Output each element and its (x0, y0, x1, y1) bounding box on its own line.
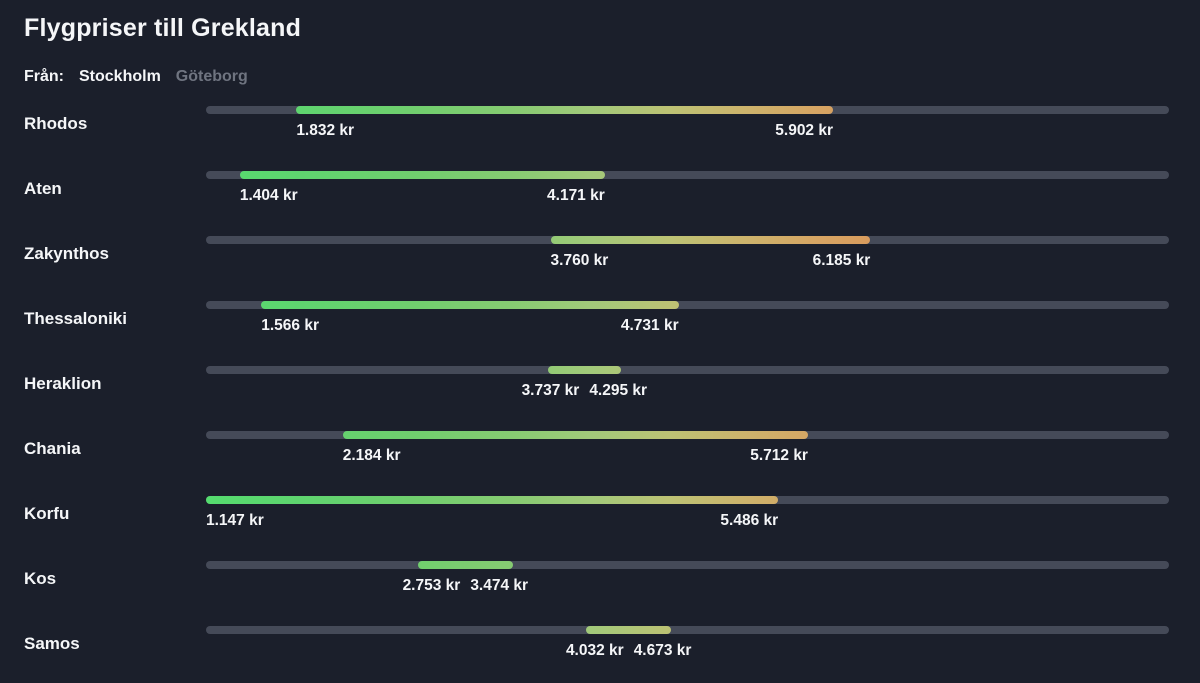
min-price-label: 1.404 kr (239, 187, 298, 204)
page-title: Flygpriser till Grekland (24, 14, 302, 42)
max-price-label: 4.673 kr (633, 642, 692, 659)
destination-label: Korfu (24, 504, 70, 523)
price-row: Heraklion 3.737 kr 4.295 kr (0, 358, 1200, 423)
price-range-bar[interactable] (239, 171, 605, 179)
price-range-bar[interactable] (296, 106, 833, 114)
price-row: Zakynthos 3.760 kr 6.185 kr (0, 228, 1200, 293)
track-area: 1.832 kr 5.902 kr (206, 98, 1169, 163)
price-range-bar[interactable] (261, 301, 679, 309)
price-range-bar[interactable] (206, 496, 779, 504)
chart-rows: Rhodos 1.832 kr 5.902 kr Aten 1.404 kr 4… (0, 98, 1200, 683)
price-range-track (206, 561, 1169, 569)
price-range-bar[interactable] (586, 626, 671, 634)
from-selector: Från: Stockholm Göteborg (24, 66, 1176, 87)
price-range-bar[interactable] (550, 236, 871, 244)
destination-label: Chania (24, 439, 81, 458)
max-price-label: 3.474 kr (470, 577, 529, 594)
min-price-label: 4.032 kr (565, 642, 624, 659)
track-area: 2.184 kr 5.712 kr (206, 423, 1169, 488)
from-tab-goteborg[interactable]: Göteborg (175, 68, 248, 85)
from-tab-stockholm[interactable]: Stockholm (79, 68, 161, 85)
price-range-track (206, 301, 1169, 309)
price-row: Chania 2.184 kr 5.712 kr (0, 423, 1200, 488)
destination-label: Thessaloniki (24, 309, 127, 328)
price-range-bar[interactable] (342, 431, 808, 439)
destination-label: Aten (24, 179, 62, 198)
widget-header: Flygpriser till Grekland Från: Stockholm… (0, 0, 1200, 87)
track-area: 1.566 kr 4.731 kr (206, 293, 1169, 358)
max-price-label: 5.486 kr (720, 512, 779, 529)
price-row: Korfu 1.147 kr 5.486 kr (0, 488, 1200, 553)
max-price-label: 5.902 kr (775, 122, 834, 139)
price-row: Samos 4.032 kr 4.673 kr (0, 618, 1200, 683)
destination-label: Samos (24, 634, 80, 653)
price-range-bar[interactable] (417, 561, 513, 569)
destination-label: Rhodos (24, 114, 88, 133)
price-range-track (206, 366, 1169, 374)
destination-label: Zakynthos (24, 244, 110, 263)
max-price-label: 4.295 kr (589, 382, 648, 399)
min-price-label: 3.760 kr (550, 252, 609, 269)
price-row: Thessaloniki 1.566 kr 4.731 kr (0, 293, 1200, 358)
from-label: Från: (24, 68, 64, 85)
min-price-label: 2.184 kr (342, 447, 401, 464)
price-range-track (206, 171, 1169, 179)
max-price-label: 6.185 kr (812, 252, 871, 269)
min-price-label: 1.832 kr (296, 122, 355, 139)
price-range-track (206, 626, 1169, 634)
track-area: 1.404 kr 4.171 kr (206, 163, 1169, 228)
destination-label: Heraklion (24, 374, 102, 393)
price-row: Kos 2.753 kr 3.474 kr (0, 553, 1200, 618)
min-price-label: 1.147 kr (206, 512, 264, 529)
track-area: 3.760 kr 6.185 kr (206, 228, 1169, 293)
price-row: Rhodos 1.832 kr 5.902 kr (0, 98, 1200, 163)
max-price-label: 5.712 kr (750, 447, 808, 464)
min-price-label: 1.566 kr (261, 317, 319, 334)
track-area: 4.032 kr 4.673 kr (206, 618, 1169, 683)
track-area: 3.737 kr 4.295 kr (206, 358, 1169, 423)
max-price-label: 4.731 kr (620, 317, 679, 334)
price-row: Aten 1.404 kr 4.171 kr (0, 163, 1200, 228)
min-price-label: 2.753 kr (402, 577, 461, 594)
track-area: 2.753 kr 3.474 kr (206, 553, 1169, 618)
price-range-bar[interactable] (547, 366, 622, 374)
min-price-label: 3.737 kr (521, 382, 580, 399)
max-price-label: 4.171 kr (547, 187, 605, 204)
track-area: 1.147 kr 5.486 kr (206, 488, 1169, 553)
destination-label: Kos (24, 569, 57, 588)
